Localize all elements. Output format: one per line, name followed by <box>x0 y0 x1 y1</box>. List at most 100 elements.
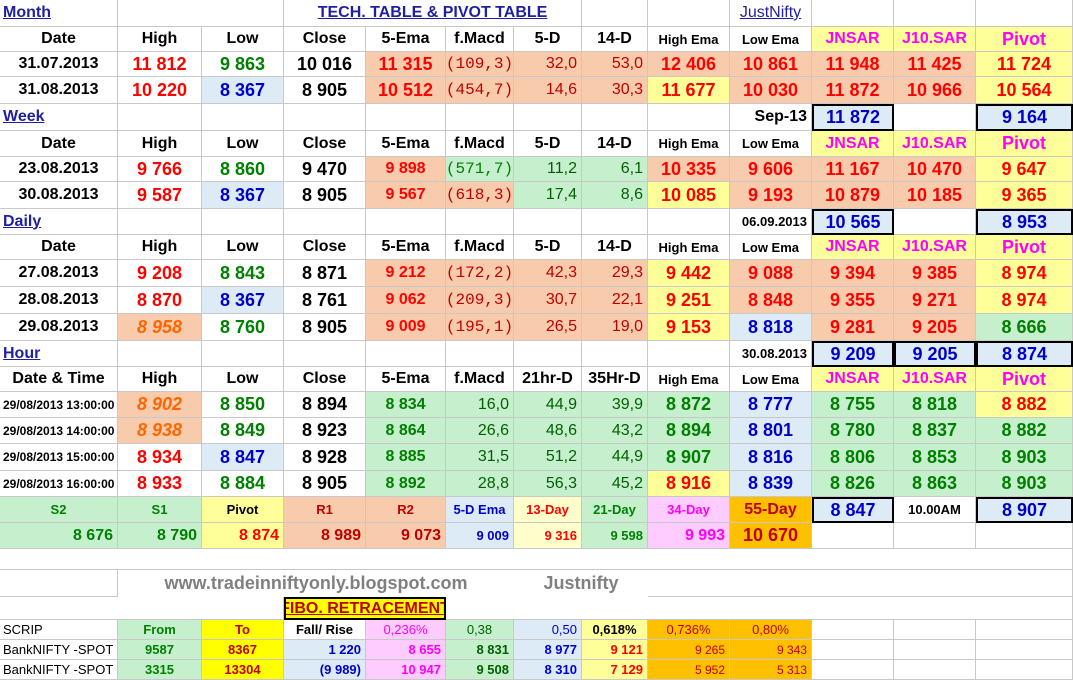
empty-cell-r0-c12[interactable] <box>976 0 1073 27</box>
cell-r7-c3[interactable]: 8 905 <box>284 182 366 209</box>
empty-cell-r13-c6[interactable] <box>514 341 582 367</box>
cell-r14-c3[interactable]: Close <box>284 367 366 392</box>
cell-r17-c5[interactable]: 31,5 <box>446 444 514 471</box>
cell-r15-c2[interactable]: 8 850 <box>202 392 284 418</box>
cell-r17-c0[interactable]: 29/08/2013 15:00:00 <box>0 444 118 471</box>
cell-r15-c9[interactable]: 8 777 <box>730 392 812 418</box>
cell-r12-c0[interactable]: 29.08.2013 <box>0 314 118 341</box>
cell-r7-c0[interactable]: 30.08.2013 <box>0 182 118 209</box>
cell-r24-c8[interactable]: 0,736% <box>648 620 730 640</box>
cell-r7-c12[interactable]: 9 365 <box>976 182 1073 209</box>
cell-r2-c10[interactable]: 11 948 <box>812 52 894 77</box>
cell-r8-c9[interactable]: 06.09.2013 <box>730 209 812 235</box>
cell-r18-c0[interactable]: 29/08/2013 16:00:00 <box>0 471 118 497</box>
cell-r19-c8[interactable]: 34-Day <box>648 497 730 523</box>
cell-r10-c10[interactable]: 9 394 <box>812 260 894 287</box>
cell-r13-c9[interactable]: 30.08.2013 <box>730 341 812 367</box>
cell-r12-c12[interactable]: 8 666 <box>976 314 1073 341</box>
cell-r6-c7[interactable]: 6,1 <box>582 157 648 182</box>
cell-r26-c7[interactable]: 7 129 <box>582 660 648 680</box>
cell-r17-c4[interactable]: 8 885 <box>366 444 446 471</box>
cell-r1-c7[interactable]: 14-D <box>582 27 648 52</box>
empty-cell-r8-c3[interactable] <box>284 209 366 235</box>
cell-r6-c4[interactable]: 9 898 <box>366 157 446 182</box>
cell-r22-c1[interactable]: www.tradeinniftyonly.blogspot.com <box>164 573 468 593</box>
cell-r1-c5[interactable]: f.Macd <box>446 27 514 52</box>
empty-cell-r13-c4[interactable] <box>366 341 446 367</box>
empty-cell-r26-c12[interactable] <box>976 660 1073 680</box>
cell-r14-c0[interactable]: Date & Time <box>0 367 118 392</box>
cell-r2-c12[interactable]: 11 724 <box>976 52 1073 77</box>
cell-r24-c3[interactable]: Fall/ Rise <box>284 620 366 640</box>
cell-r24-c7[interactable]: 0,618% <box>582 620 648 640</box>
cell-r13-c12[interactable]: 8 874 <box>976 341 1073 367</box>
cell-r25-c8[interactable]: 9 265 <box>648 640 730 660</box>
cell-r18-c4[interactable]: 8 892 <box>366 471 446 497</box>
cell-r0-c3[interactable]: TECH. TABLE & PIVOT TABLE <box>284 0 582 27</box>
cell-r15-c11[interactable]: 8 818 <box>894 392 976 418</box>
cell-r3-c5[interactable]: (454,7) <box>446 77 514 104</box>
cell-r10-c0[interactable]: 27.08.2013 <box>0 260 118 287</box>
cell-r2-c3[interactable]: 10 016 <box>284 52 366 77</box>
cell-r7-c5[interactable]: (618,3) <box>446 182 514 209</box>
cell-r20-c7[interactable]: 9 598 <box>582 523 648 549</box>
cell-r10-c1[interactable]: 9 208 <box>118 260 202 287</box>
cell-r7-c7[interactable]: 8,6 <box>582 182 648 209</box>
cell-r16-c3[interactable]: 8 923 <box>284 418 366 444</box>
cell-r11-c6[interactable]: 30,7 <box>514 287 582 314</box>
cell-r26-c2[interactable]: 13304 <box>202 660 284 680</box>
cell-r25-c6[interactable]: 8 977 <box>514 640 582 660</box>
cell-r6-c2[interactable]: 8 860 <box>202 157 284 182</box>
cell-r1-c2[interactable]: Low <box>202 27 284 52</box>
cell-r2-c6[interactable]: 32,0 <box>514 52 582 77</box>
cell-r11-c1[interactable]: 8 870 <box>118 287 202 314</box>
cell-r1-c0[interactable]: Date <box>0 27 118 52</box>
cell-r0-c9[interactable]: JustNifty <box>730 0 812 27</box>
cell-r16-c0[interactable]: 29/08/2013 14:00:00 <box>0 418 118 444</box>
cell-r17-c8[interactable]: 8 907 <box>648 444 730 471</box>
empty-cell-r26-c10[interactable] <box>812 660 894 680</box>
cell-r3-c2[interactable]: 8 367 <box>202 77 284 104</box>
cell-r1-c12[interactable]: Pivot <box>976 27 1073 52</box>
cell-r18-c2[interactable]: 8 884 <box>202 471 284 497</box>
cell-r19-c10[interactable]: 8 847 <box>812 497 894 523</box>
cell-r19-c11[interactable]: 10.00AM <box>894 497 976 523</box>
cell-r18-c3[interactable]: 8 905 <box>284 471 366 497</box>
cell-r25-c1[interactable]: 9587 <box>118 640 202 660</box>
cell-r6-c10[interactable]: 11 167 <box>812 157 894 182</box>
cell-r3-c10[interactable]: 11 872 <box>812 77 894 104</box>
cell-r6-c12[interactable]: 9 647 <box>976 157 1073 182</box>
cell-r3-c11[interactable]: 10 966 <box>894 77 976 104</box>
cell-r7-c9[interactable]: 9 193 <box>730 182 812 209</box>
cell-r18-c5[interactable]: 28,8 <box>446 471 514 497</box>
empty-cell-r8-c7[interactable] <box>582 209 648 235</box>
cell-r24-c2[interactable]: To <box>202 620 284 640</box>
cell-r10-c2[interactable]: 8 843 <box>202 260 284 287</box>
empty-cell-r8-c6[interactable] <box>514 209 582 235</box>
cell-r15-c1[interactable]: 8 902 <box>118 392 202 418</box>
cell-r12-c3[interactable]: 8 905 <box>284 314 366 341</box>
cell-r1-c11[interactable]: J10.SAR <box>894 27 976 52</box>
cell-r17-c2[interactable]: 8 847 <box>202 444 284 471</box>
cell-r9-c2[interactable]: Low <box>202 235 284 260</box>
empty-cell-r0-c1[interactable] <box>118 0 284 27</box>
cell-r20-c0[interactable]: 8 676 <box>0 523 118 549</box>
cell-r6-c3[interactable]: 9 470 <box>284 157 366 182</box>
cell-r19-c9[interactable]: 55-Day <box>730 497 812 523</box>
cell-r24-c0[interactable]: SCRIP <box>0 620 118 640</box>
cell-r6-c8[interactable]: 10 335 <box>648 157 730 182</box>
cell-r2-c9[interactable]: 10 861 <box>730 52 812 77</box>
cell-r1-c8[interactable]: High Ema <box>648 27 730 52</box>
cell-r2-c5[interactable]: (109,3) <box>446 52 514 77</box>
cell-r9-c5[interactable]: f.Macd <box>446 235 514 260</box>
cell-r25-c3[interactable]: 1 220 <box>284 640 366 660</box>
cell-r26-c6[interactable]: 8 310 <box>514 660 582 680</box>
cell-r13-c11[interactable]: 9 205 <box>894 341 976 367</box>
empty-cell-r13-c1[interactable] <box>118 341 202 367</box>
cell-r3-c0[interactable]: 31.08.2013 <box>0 77 118 104</box>
cell-r3-c7[interactable]: 30,3 <box>582 77 648 104</box>
cell-r16-c11[interactable]: 8 837 <box>894 418 976 444</box>
cell-r8-c0[interactable]: Daily <box>0 209 118 235</box>
cell-r2-c8[interactable]: 12 406 <box>648 52 730 77</box>
cell-r26-c1[interactable]: 3315 <box>118 660 202 680</box>
